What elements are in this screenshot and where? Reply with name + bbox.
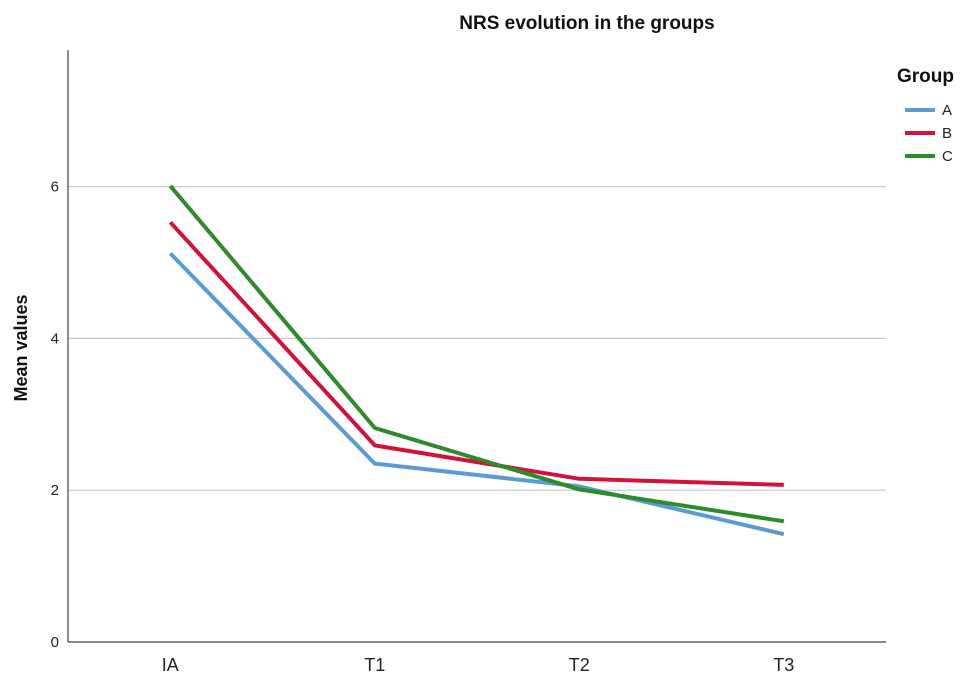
legend-label-c: C (942, 148, 953, 165)
y-tick-label: 6 (51, 179, 59, 196)
y-axis-label: Mean values (11, 294, 31, 401)
axes (67, 50, 886, 643)
grid-lines (68, 186, 886, 491)
series-lines (168, 184, 785, 537)
legend-label-b: B (942, 125, 952, 142)
series-line-a (168, 252, 785, 537)
y-tick-labels: 0 2 4 6 (51, 179, 59, 651)
x-tick-label: T1 (364, 655, 385, 675)
y-tick-label: 4 (51, 330, 59, 347)
x-tick-labels: IA T1 T2 T3 (162, 655, 795, 675)
x-tick-label: T3 (773, 655, 794, 675)
legend-label-a: A (942, 102, 952, 119)
legend-title: Group (897, 66, 954, 87)
chart-title: NRS evolution in the groups (459, 13, 714, 34)
y-tick-label: 2 (51, 482, 59, 499)
legend: Group ABC (897, 66, 954, 165)
series-line-b (168, 220, 784, 487)
y-tick-label: 0 (51, 634, 59, 651)
x-tick-label: T2 (569, 655, 590, 675)
x-tick-label: IA (162, 655, 179, 675)
series-line-c (168, 184, 785, 524)
